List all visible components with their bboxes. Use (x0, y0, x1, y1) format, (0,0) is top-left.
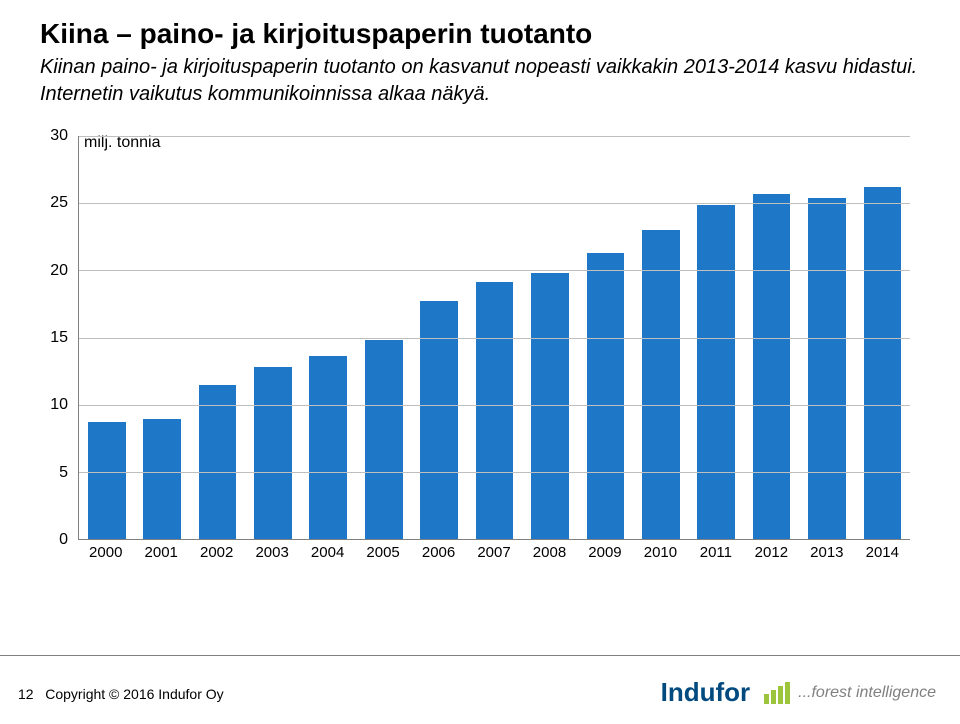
x-tick-label: 2013 (799, 540, 854, 566)
bar (697, 205, 735, 539)
subtitle-line-2: Internetin vaikutus kommunikoinnissa alk… (40, 83, 490, 105)
logo-tagline: ...forest intelligence (798, 684, 936, 702)
x-tick-label: 2010 (633, 540, 688, 566)
bar (864, 187, 902, 539)
bar (587, 253, 625, 539)
y-tick-label: 25 (50, 194, 68, 212)
bar (476, 282, 514, 539)
bar (753, 194, 791, 539)
bar (531, 273, 569, 539)
page-title: Kiina – paino- ja kirjoituspaperin tuota… (40, 18, 920, 50)
bar (309, 356, 347, 539)
x-tick-label: 2011 (688, 540, 743, 566)
plot-area (78, 136, 910, 540)
subtitle-line-1: Kiinan paino- ja kirjoituspaperin tuotan… (40, 56, 917, 78)
gridline (79, 472, 910, 473)
x-tick-label: 2009 (577, 540, 632, 566)
bar (365, 340, 403, 539)
y-axis: 051015202530 (40, 136, 74, 566)
footer-left: 12 Copyright © 2016 Indufor Oy (18, 686, 224, 702)
y-tick-label: 20 (50, 262, 68, 280)
footer-logo: Indufor ...forest intelligence (661, 677, 936, 708)
x-tick-label: 2003 (244, 540, 299, 566)
y-tick-label: 5 (59, 464, 68, 482)
bar (88, 422, 126, 539)
page-subtitle: Kiinan paino- ja kirjoituspaperin tuotan… (40, 54, 920, 108)
x-axis: 2000200120022003200420052006200720082009… (78, 540, 910, 566)
x-tick-label: 2002 (189, 540, 244, 566)
x-tick-label: 2001 (133, 540, 188, 566)
copyright-text: Copyright © 2016 Indufor Oy (45, 686, 223, 702)
page-number: 12 (18, 686, 34, 702)
x-tick-label: 2005 (355, 540, 410, 566)
page-footer: 12 Copyright © 2016 Indufor Oy Indufor .… (0, 655, 960, 704)
x-tick-label: 2014 (855, 540, 910, 566)
bar (143, 419, 181, 539)
x-tick-label: 2000 (78, 540, 133, 566)
logo-brand: Indufor (661, 677, 751, 708)
bar-chart: milj. tonnia 051015202530 20002001200220… (40, 136, 910, 566)
y-tick-label: 30 (50, 127, 68, 145)
x-tick-label: 2012 (744, 540, 799, 566)
bar (808, 198, 846, 539)
logo-bars-icon (764, 682, 792, 704)
bar (254, 367, 292, 539)
gridline (79, 270, 910, 271)
x-tick-label: 2007 (466, 540, 521, 566)
x-tick-label: 2004 (300, 540, 355, 566)
bar (642, 230, 680, 539)
gridline (79, 405, 910, 406)
gridline (79, 203, 910, 204)
gridline (79, 338, 910, 339)
y-tick-label: 10 (50, 396, 68, 414)
gridline (79, 136, 910, 137)
bar (199, 385, 237, 539)
x-tick-label: 2006 (411, 540, 466, 566)
y-tick-label: 0 (59, 531, 68, 549)
x-tick-label: 2008 (522, 540, 577, 566)
y-tick-label: 15 (50, 329, 68, 347)
